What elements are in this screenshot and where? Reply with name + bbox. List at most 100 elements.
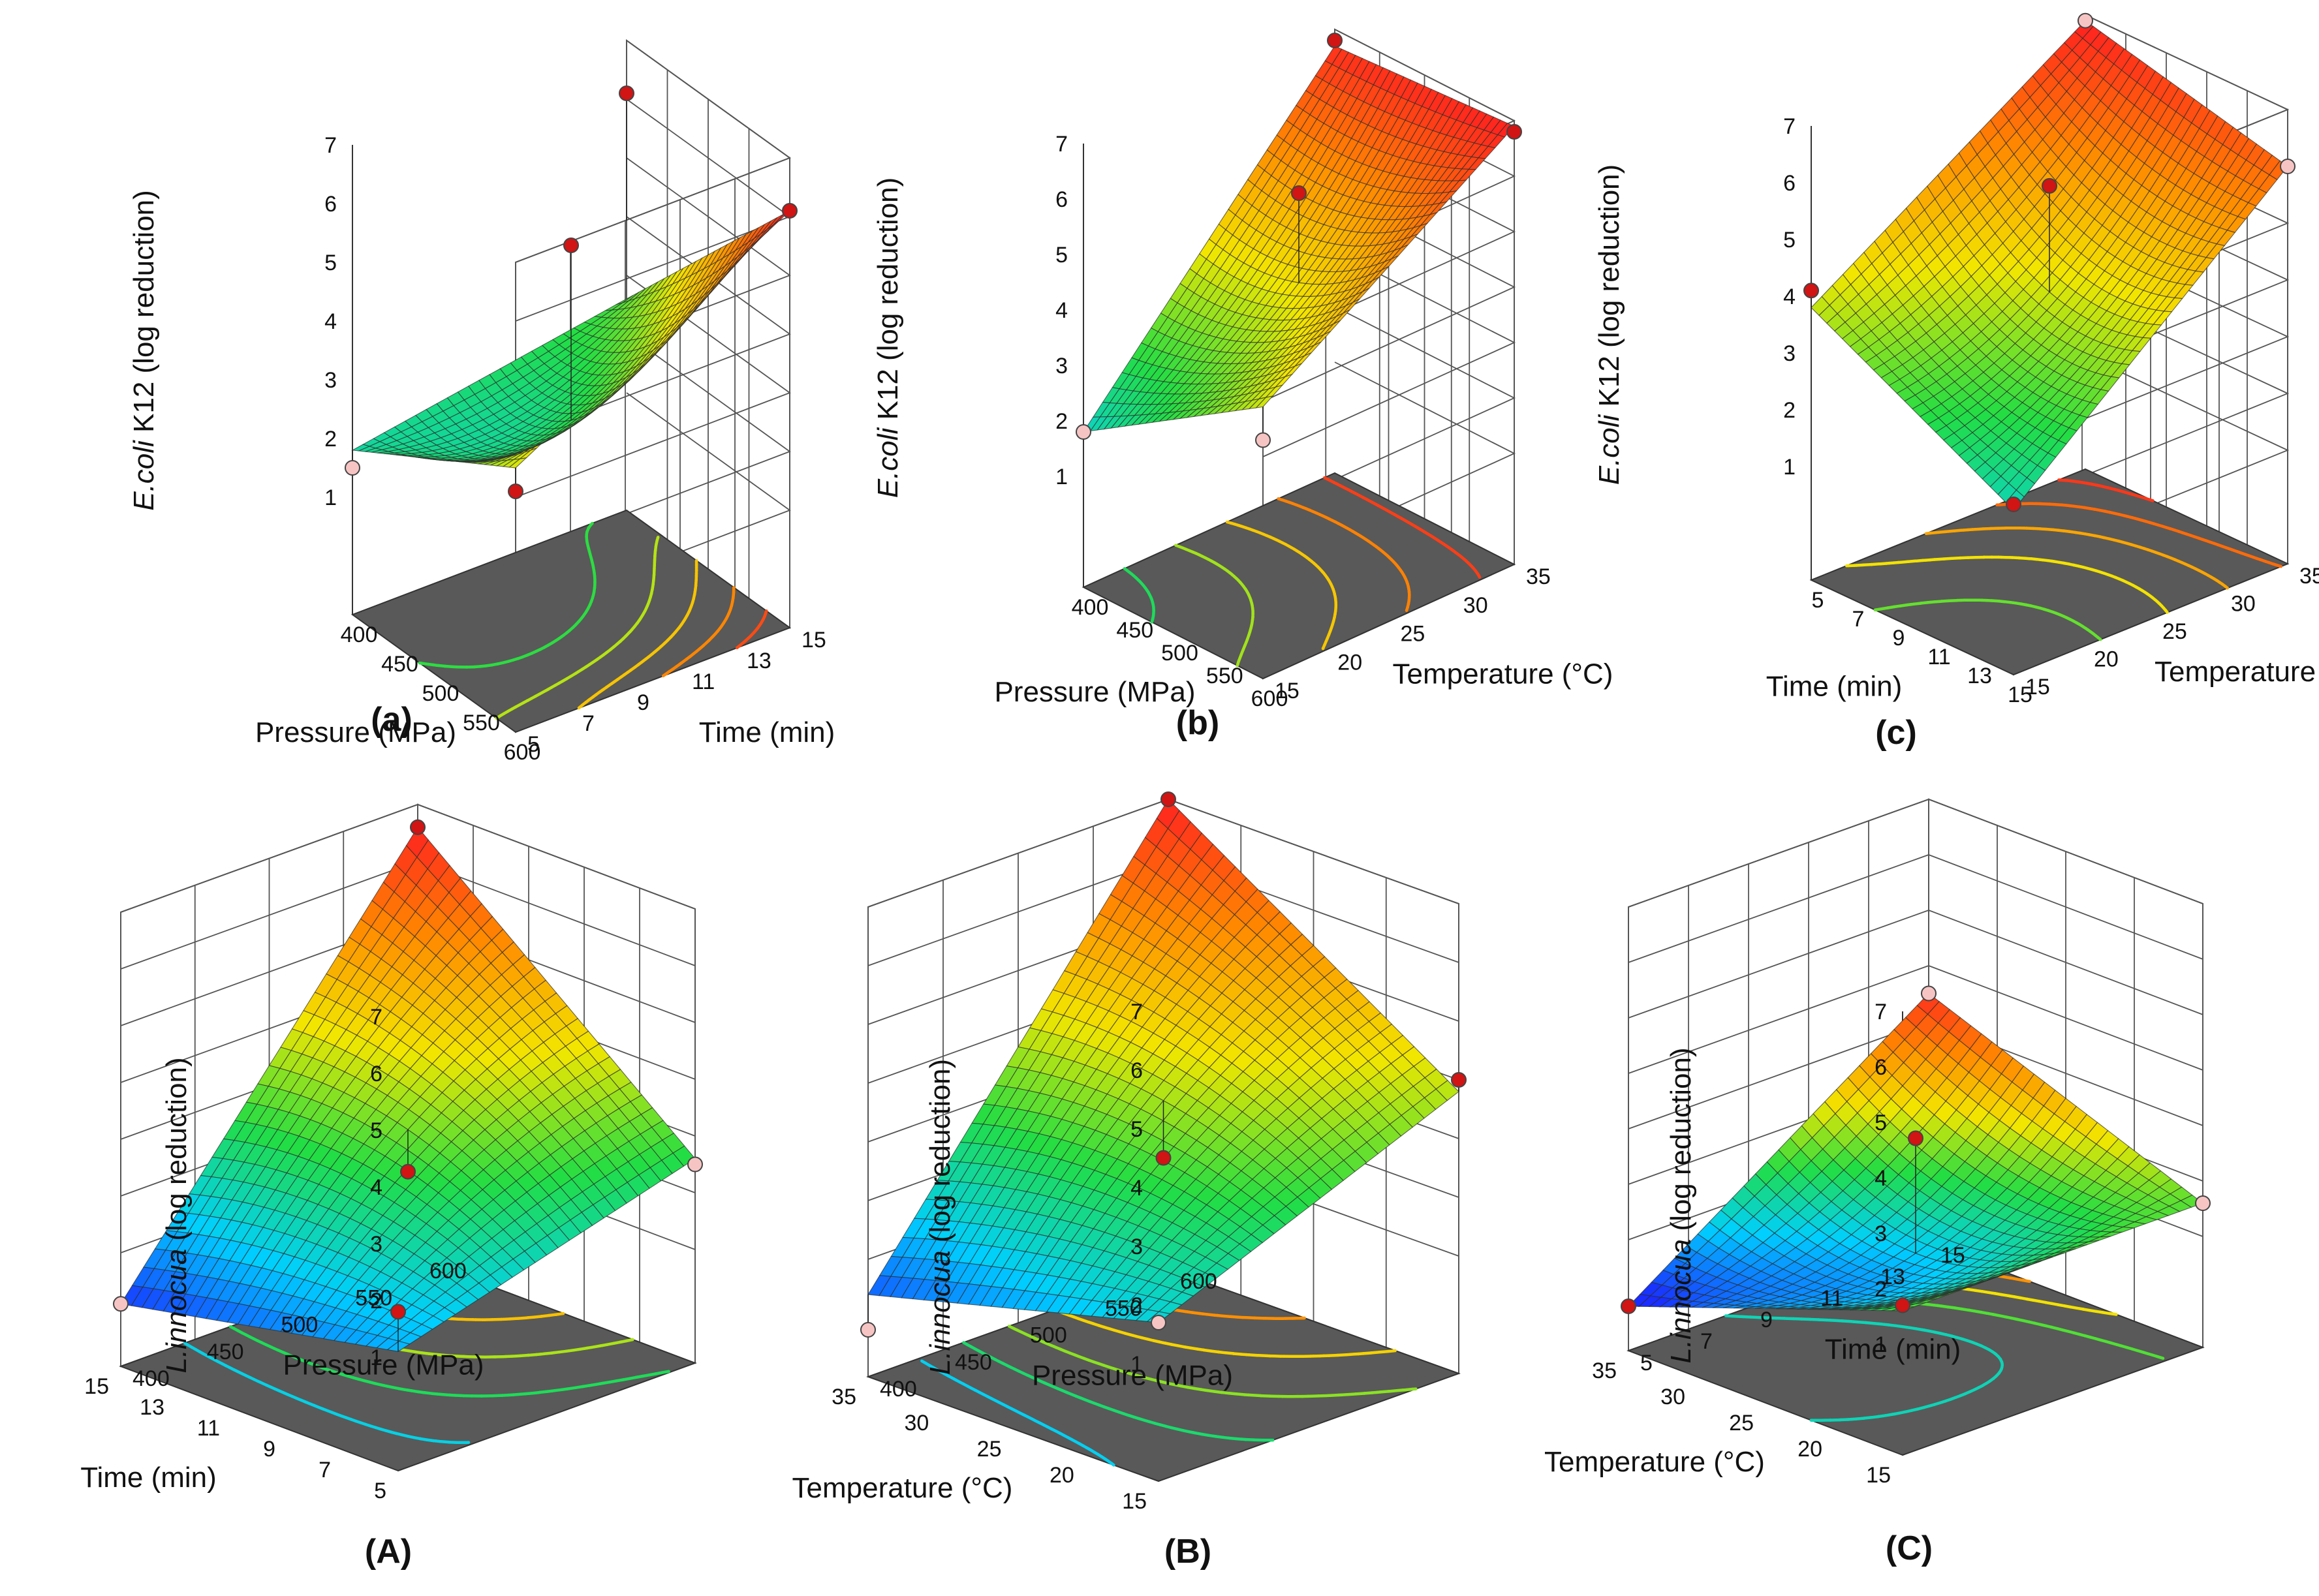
z-axis-label-italic: L.innocua — [161, 1249, 193, 1373]
design-point — [400, 1163, 416, 1180]
y-tick-label: 7 — [582, 711, 595, 736]
design-point — [1803, 283, 1819, 299]
z-tick-label: 2 — [1783, 398, 1796, 423]
z-tick-label: 1 — [1055, 465, 1068, 489]
contour-segment — [713, 630, 719, 636]
contour-segment — [1257, 1354, 1268, 1358]
contour-segment — [557, 680, 564, 685]
contour-segment — [661, 1370, 670, 1374]
z-axis-label: E.coli K12 (log reduction) — [128, 190, 160, 511]
z-tick-label: 7 — [324, 133, 337, 158]
contour-segment — [635, 621, 639, 625]
gridline-z — [515, 40, 791, 263]
y-tick-label: 35 — [1526, 564, 1551, 589]
contour-segment — [650, 651, 656, 656]
contour-segment — [626, 669, 632, 674]
z-tick-label: 5 — [1055, 243, 1068, 268]
panel-label: (b) — [1176, 704, 1219, 742]
y-axis-label: Temperature (°C) — [2155, 656, 2319, 688]
contour-segment — [1211, 1434, 1217, 1438]
design-point — [345, 460, 360, 476]
x-tick-label: 5 — [1812, 588, 1824, 613]
x-tick-label: 15 — [84, 1374, 109, 1399]
contour-segment — [519, 1353, 530, 1358]
z-tick-label: 4 — [1055, 298, 1068, 323]
z-tick-label: 3 — [370, 1232, 382, 1257]
y-tick-label: 15 — [1275, 679, 1300, 703]
y-axis-label: Time (min) — [699, 716, 835, 748]
contour-segment — [560, 1387, 569, 1392]
contour-segment — [581, 701, 587, 707]
contour-segment — [598, 688, 604, 694]
contour-segment — [1243, 641, 1248, 647]
x-tick-label: 400 — [1072, 595, 1109, 620]
contour-segment — [580, 615, 585, 621]
z-tick-label: 2 — [324, 427, 337, 452]
contour-segment — [542, 689, 548, 694]
contour-segment — [589, 521, 594, 527]
z-tick-label: 5 — [324, 251, 337, 275]
contour-segment — [558, 635, 563, 640]
contour-segment — [760, 618, 765, 624]
z-axis-label-rest: (log reduction) — [161, 1057, 193, 1248]
contour-segment — [565, 629, 571, 635]
contour-segment — [1445, 544, 1449, 548]
contour-segment — [621, 635, 627, 640]
contour-segment — [727, 610, 732, 616]
contour-segment — [668, 668, 674, 673]
contour-segment — [577, 619, 581, 623]
contour-segment — [591, 694, 596, 699]
contour-segment — [685, 655, 691, 661]
z-tick-label: 6 — [1783, 171, 1796, 196]
y-axis-label: Temperature (°C) — [1393, 658, 1613, 690]
y-tick-label: 550 — [355, 1285, 392, 1310]
z-tick-label: 4 — [1783, 284, 1796, 309]
contour-segment — [1371, 1390, 1379, 1394]
x-axis-label: Time (min) — [1766, 671, 1903, 703]
contour-segment — [642, 609, 647, 615]
design-point — [410, 819, 426, 835]
x-tick-label: 9 — [1893, 626, 1905, 651]
contour-segment — [644, 606, 649, 611]
x-tick-label: 550 — [1206, 664, 1243, 688]
x-tick-label: 500 — [1161, 641, 1198, 666]
design-point — [1291, 185, 1307, 201]
design-point — [390, 1304, 406, 1320]
z-axis-label-rest: K12 (log reduction) — [872, 177, 904, 428]
z-axis-label-rest: K12 (log reduction) — [1593, 164, 1625, 415]
contour-segment — [1201, 1312, 1209, 1316]
contour-segment — [740, 640, 746, 645]
contour-segment — [535, 1353, 542, 1357]
y-tick-label: 30 — [1463, 593, 1488, 618]
contour-segment — [595, 657, 600, 662]
contour-segment — [386, 1385, 394, 1389]
contour-segment — [625, 1338, 634, 1343]
contour-segment — [595, 1382, 602, 1386]
gridline-z — [515, 216, 791, 439]
x-tick-label: 13 — [140, 1395, 164, 1420]
contour-segment — [1191, 1431, 1198, 1435]
contour-segment — [531, 1390, 540, 1395]
contour-segment — [672, 631, 677, 636]
contour-segment — [1470, 564, 1474, 569]
y-tick-label: 5 — [527, 732, 540, 757]
contour-segment — [725, 613, 730, 619]
y-axis-label: Pressure (MPa) — [283, 1349, 484, 1381]
design-point — [1076, 424, 1091, 440]
design-point — [508, 483, 523, 499]
contour-segment — [1238, 656, 1242, 660]
z-tick-label: 6 — [1055, 187, 1068, 212]
panel-label: (a) — [371, 701, 412, 739]
contour-segment — [728, 606, 732, 612]
contour-segment — [686, 611, 691, 617]
design-point — [1255, 432, 1271, 448]
y-tick-label: 13 — [747, 649, 771, 673]
contour-segment — [630, 625, 636, 632]
x-tick-label: 550 — [463, 711, 500, 735]
y-tick-label: 25 — [1401, 622, 1425, 647]
x-tick-label: 7 — [319, 1458, 331, 1482]
x-axis-label: Time (min) — [80, 1462, 217, 1494]
